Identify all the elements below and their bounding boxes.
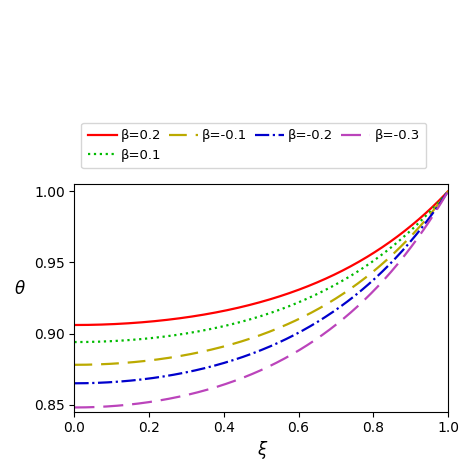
β=-0.1 (436, 201, 442, 206)
β=-0.2 (249, 351, 255, 356)
β=-0.2 (273, 341, 279, 346)
Line: β=-0.2: β=-0.2 (74, 191, 448, 383)
β=-0.3 (251, 370, 257, 376)
β=-0.2 (251, 350, 257, 356)
β=0.2 (436, 198, 442, 203)
β=-0.1 (273, 326, 279, 332)
β=0.2 (294, 288, 300, 293)
Line: β=-0.1: β=-0.1 (74, 191, 448, 365)
β=-0.3 (72, 405, 77, 410)
β=-0.1 (294, 317, 300, 323)
β=0.1 (378, 253, 383, 258)
β=-0.3 (436, 203, 442, 209)
Line: β=0.1: β=0.1 (74, 191, 448, 342)
β=0.1 (72, 339, 77, 345)
β=0.1 (251, 315, 257, 321)
β=0.1 (273, 308, 279, 314)
β=-0.3 (273, 360, 279, 365)
β=-0.2 (445, 189, 451, 194)
β=0.1 (249, 316, 255, 322)
β=0.2 (249, 301, 255, 307)
β=0.1 (294, 300, 300, 306)
β=0.2 (378, 246, 383, 251)
Y-axis label: θ: θ (15, 280, 25, 298)
β=0.1 (436, 199, 442, 205)
β=-0.2 (294, 331, 300, 337)
β=0.2 (445, 189, 451, 194)
β=-0.2 (436, 202, 442, 208)
Line: β=-0.3: β=-0.3 (74, 191, 448, 408)
β=-0.3 (445, 189, 451, 194)
β=0.2 (273, 294, 279, 300)
β=-0.3 (249, 371, 255, 377)
β=0.1 (445, 189, 451, 194)
β=0.2 (72, 322, 77, 328)
Legend: β=0.2, β=0.1, β=-0.1, β=-0.2, β=-0.3: β=0.2, β=0.1, β=-0.1, β=-0.2, β=-0.3 (81, 123, 426, 168)
β=-0.1 (249, 335, 255, 341)
β=-0.2 (378, 270, 383, 276)
β=0.2 (251, 301, 257, 307)
β=-0.3 (378, 281, 383, 286)
β=-0.1 (445, 189, 451, 194)
Line: β=0.2: β=0.2 (74, 191, 448, 325)
X-axis label: ξ: ξ (256, 441, 266, 459)
β=-0.2 (72, 381, 77, 386)
β=-0.3 (294, 349, 300, 355)
β=-0.1 (72, 362, 77, 368)
β=-0.1 (378, 263, 383, 268)
β=-0.1 (251, 335, 257, 340)
